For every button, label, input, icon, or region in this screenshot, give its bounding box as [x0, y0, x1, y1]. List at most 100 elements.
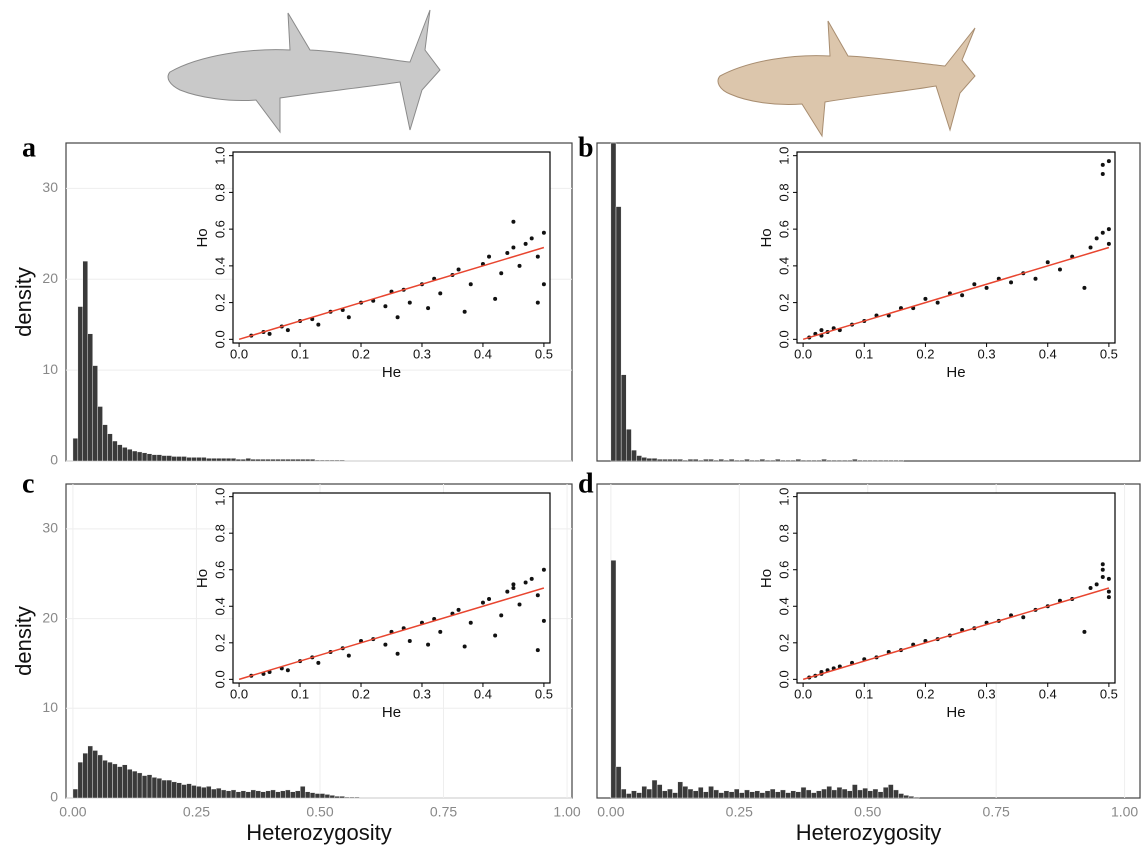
- x-axis-label: Heterozygosity: [246, 820, 392, 845]
- histogram-bar: [334, 796, 340, 799]
- histogram-bar: [703, 791, 709, 799]
- histogram-bar: [662, 458, 668, 462]
- inset-y-tick-label: 0.2: [212, 294, 227, 312]
- histogram-bar: [176, 782, 182, 799]
- histogram-bar: [201, 787, 207, 799]
- histogram-bar: [117, 766, 123, 799]
- scatter-point: [1094, 582, 1099, 587]
- inset-y-tick-label: 0.6: [776, 561, 791, 579]
- histogram-bar: [841, 788, 848, 799]
- histogram-bar: [862, 459, 868, 462]
- y-tick-label: 30: [42, 179, 58, 195]
- scatter-point: [935, 300, 940, 305]
- inset-x-tick-label: 0.1: [855, 686, 873, 701]
- histogram-bar: [857, 789, 863, 799]
- histogram-bar: [718, 458, 725, 462]
- histogram-bar: [775, 458, 781, 462]
- scatter-point: [468, 282, 473, 287]
- fit-line: [238, 587, 545, 681]
- scatter-point: [499, 271, 504, 276]
- scatter-point: [523, 241, 528, 246]
- histogram-bar: [230, 789, 237, 799]
- histogram-bar: [651, 458, 658, 462]
- histogram-bar: [811, 459, 817, 462]
- histogram-bar: [728, 458, 735, 462]
- histogram-bar: [132, 450, 138, 462]
- scatter-point: [960, 293, 965, 298]
- scatter-point: [1045, 260, 1050, 265]
- inset-frame: [796, 151, 1116, 344]
- histogram-bar: [723, 459, 730, 462]
- histogram-bar: [882, 459, 889, 462]
- inset-y-tick-label: 0.4: [212, 597, 227, 615]
- y-tick-label: 20: [42, 270, 58, 286]
- histogram-bar: [171, 781, 177, 799]
- histogram-bar: [309, 792, 316, 799]
- scatter-point: [407, 300, 412, 305]
- scatter-point: [346, 315, 351, 320]
- histogram-bar: [698, 459, 704, 462]
- scatter-point: [426, 306, 431, 311]
- inset-x-tick-label: 0.3: [413, 346, 431, 361]
- histogram-bar: [151, 454, 158, 462]
- scatter-point: [285, 668, 290, 673]
- histogram-bar: [141, 452, 148, 462]
- histogram-bar: [211, 788, 217, 799]
- panel-letter: d: [578, 468, 594, 499]
- histogram-bar: [877, 791, 884, 799]
- scatter-point: [487, 596, 492, 601]
- histogram-bar: [769, 459, 776, 462]
- histogram-bar: [191, 457, 197, 462]
- histogram-bar: [677, 458, 683, 462]
- histogram-bar: [708, 458, 714, 462]
- inset-x-tick-label: 0.4: [1039, 346, 1057, 361]
- inset-x-tick-label: 0.4: [1039, 686, 1057, 701]
- y-tick-label: 10: [42, 361, 58, 377]
- panel-letter: a: [22, 132, 36, 163]
- histogram-bar: [171, 456, 177, 462]
- histogram-bar: [867, 790, 874, 799]
- scatter-point: [346, 653, 351, 658]
- histogram-bar: [275, 791, 281, 799]
- histogram-bar: [898, 459, 904, 462]
- panel-letter: b: [578, 132, 594, 163]
- inset-y-tick-label: 0.4: [776, 597, 791, 615]
- inset-x-tick-label: 0.0: [794, 686, 812, 701]
- histogram-bar: [775, 791, 781, 799]
- scatter-point: [493, 633, 498, 638]
- histogram-bar: [265, 790, 271, 799]
- inset-x-tick-label: 0.2: [916, 346, 934, 361]
- scatter-point: [1009, 280, 1014, 285]
- histogram-bar: [309, 458, 316, 462]
- histogram-bar: [92, 365, 98, 462]
- histogram-bar: [769, 788, 776, 799]
- scatter-point: [487, 254, 492, 259]
- histogram-bar: [739, 792, 745, 799]
- inset-x-tick-label: 0.0: [794, 346, 812, 361]
- inset-y-tick-label: 0.4: [212, 257, 227, 275]
- inset-x-tick-label: 0.2: [352, 686, 370, 701]
- histogram-bar: [225, 458, 232, 462]
- histogram-bar: [672, 792, 678, 799]
- histogram-bar: [836, 459, 843, 462]
- histogram-bar: [646, 788, 653, 799]
- histogram-bar: [225, 790, 232, 799]
- inset-x-tick-label: 0.2: [916, 686, 934, 701]
- histogram-bar: [314, 793, 321, 799]
- histogram-bar: [280, 790, 286, 799]
- histogram-bar: [324, 459, 331, 462]
- x-tick-label: 1.00: [1111, 804, 1138, 820]
- scatter-point: [480, 600, 485, 605]
- inset-x-tick-label: 0.3: [978, 686, 996, 701]
- scatter-point: [541, 618, 546, 623]
- inset-x-tick-label: 0.4: [474, 686, 492, 701]
- histogram-bar: [749, 791, 755, 799]
- scatter-point: [535, 593, 540, 598]
- histogram-bar: [216, 787, 222, 799]
- histogram-bar: [826, 786, 832, 799]
- x-tick-label: 0.75: [430, 804, 457, 820]
- y-tick-label: 0: [50, 452, 58, 468]
- histogram-bar: [127, 448, 133, 462]
- histogram-bar: [800, 787, 807, 799]
- inset-y-tick-label: 1.0: [212, 147, 227, 165]
